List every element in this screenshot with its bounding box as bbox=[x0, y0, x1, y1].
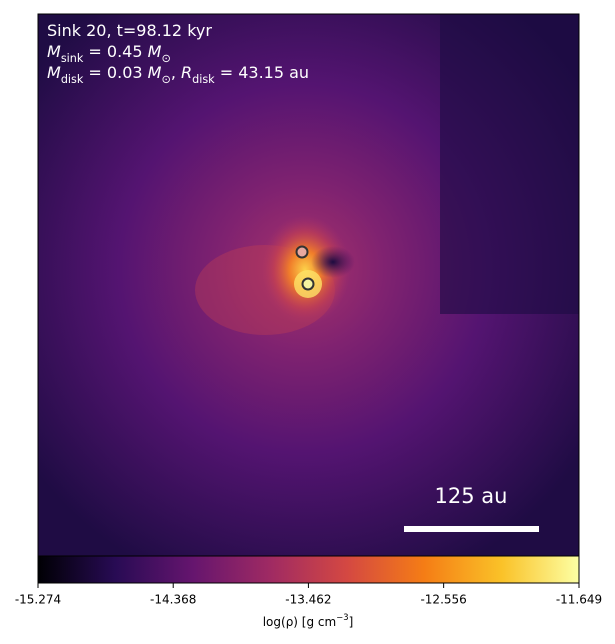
tick-label: -13.462 bbox=[285, 593, 331, 607]
annotation: Msink = 0.45 M⊙ bbox=[47, 42, 171, 65]
text-segment: M bbox=[148, 42, 162, 61]
annotation: Sink 20, t=98.12 kyr bbox=[47, 21, 212, 40]
tick-label: -15.274 bbox=[15, 593, 61, 607]
colorbar-label: log(ρ) [g cm−3] bbox=[263, 612, 354, 629]
text-segment: sink bbox=[61, 52, 84, 65]
tick-label: -14.368 bbox=[150, 593, 196, 607]
tick-label: -11.649 bbox=[556, 593, 602, 607]
text-segment: = 0.45 bbox=[83, 42, 147, 61]
text-segment: = 43.15 au bbox=[215, 63, 309, 82]
text-segment: = 0.03 bbox=[83, 63, 147, 82]
text-segment: ] bbox=[349, 615, 354, 629]
text-segment: ⊙ bbox=[161, 73, 170, 86]
tick-label: -12.556 bbox=[420, 593, 466, 607]
sink-marker bbox=[295, 245, 309, 259]
text-segment: disk bbox=[61, 73, 84, 86]
scale-bar-label: 125 au bbox=[435, 484, 508, 508]
text-segment: M bbox=[47, 42, 61, 61]
text-segment: ⊙ bbox=[161, 52, 170, 65]
text-segment: Sink 20, t=98.12 kyr bbox=[47, 21, 212, 40]
annotation: Mdisk = 0.03 M⊙, Rdisk = 43.15 au bbox=[47, 63, 309, 86]
text-segment: M bbox=[148, 63, 162, 82]
text-segment: disk bbox=[192, 73, 215, 86]
sink-marker bbox=[301, 277, 315, 291]
colorbar bbox=[37, 555, 580, 584]
text-segment: R bbox=[181, 63, 192, 82]
text-segment: M bbox=[47, 63, 61, 82]
text-segment: −3 bbox=[336, 612, 348, 622]
text-segment: log(ρ) [g cm bbox=[263, 615, 337, 629]
density-map bbox=[38, 14, 579, 556]
text-segment: , bbox=[171, 63, 181, 82]
